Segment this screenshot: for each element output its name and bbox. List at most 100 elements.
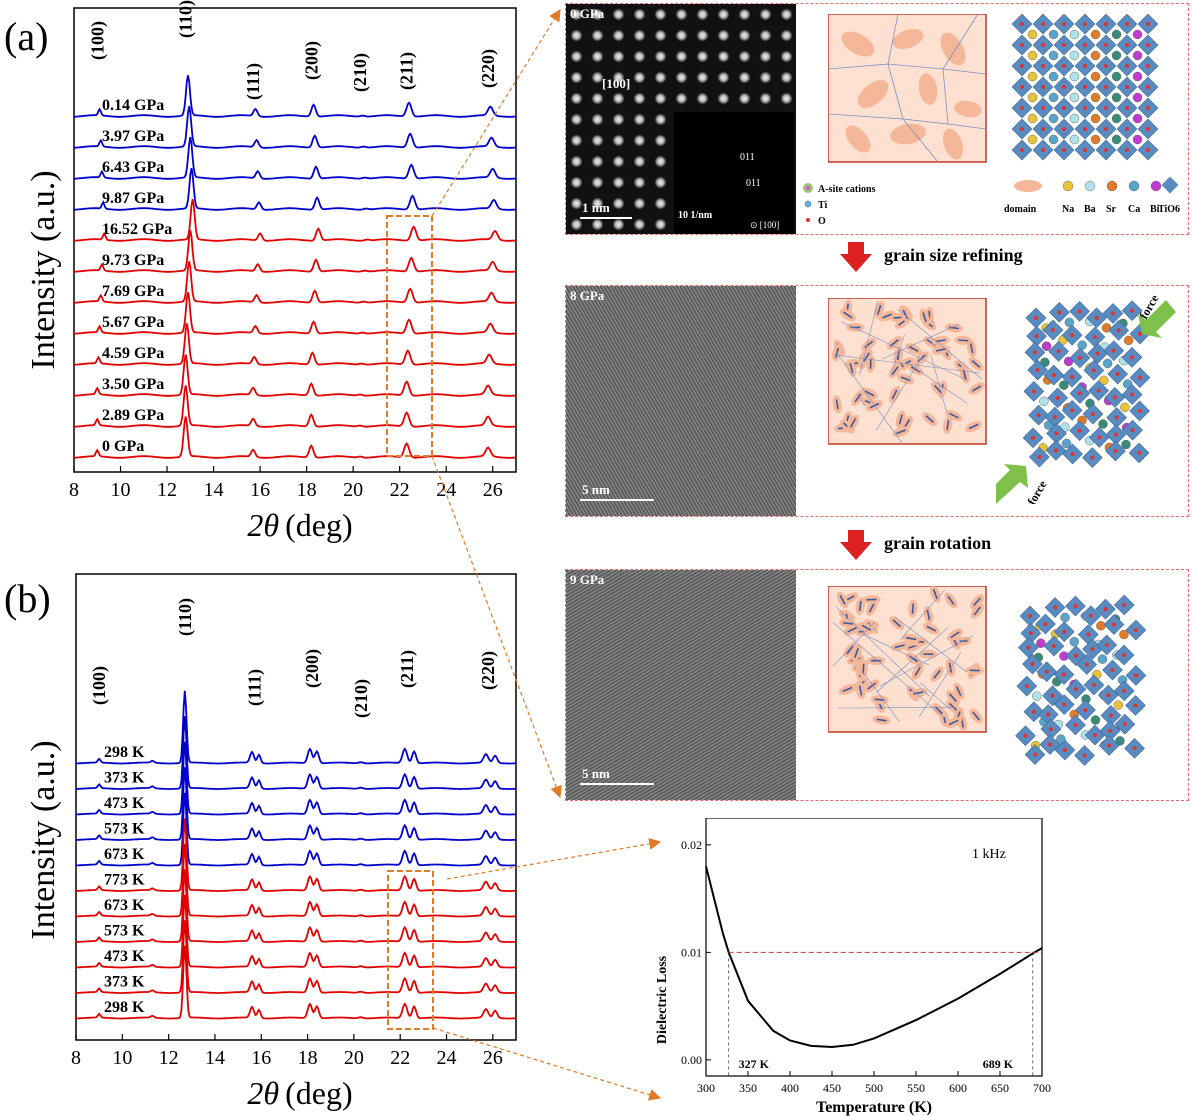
a-site-cation [1069, 92, 1080, 103]
domain-dipole [882, 313, 892, 319]
oxygen-atom [1041, 43, 1045, 47]
a-site-cation [1102, 358, 1113, 369]
oxygen-atom [1096, 388, 1101, 393]
domain-dipole [950, 631, 960, 639]
a-site-cation [1132, 113, 1143, 124]
grain-boundary [832, 621, 876, 667]
oxygen-atom [1086, 632, 1091, 637]
oxygen-atom [1034, 334, 1039, 339]
domain-dipole [935, 348, 946, 352]
grain-boundary [856, 393, 866, 407]
oxygen-atom [1103, 607, 1108, 612]
oxygen-atom [1077, 391, 1082, 396]
domain-dipole [849, 418, 857, 428]
trace-label: 373 K [104, 974, 145, 991]
a-site-cation [1060, 612, 1070, 623]
grain-boundary [931, 320, 936, 323]
oxygen-atom [1104, 64, 1108, 68]
hkl-label: (210) [351, 679, 372, 718]
a-site-cation [1123, 335, 1134, 346]
oxygen-atom [1125, 64, 1129, 68]
pressure-label-0gpa: 0 GPa [570, 6, 605, 21]
trace-label: 9.73 GPa [102, 252, 164, 269]
oxygen-atom [1037, 455, 1042, 460]
loss-x-tick-label: 550 [907, 1081, 925, 1095]
grain-boundary [863, 634, 930, 666]
scale-bar-label-5nm-a: 5 nm [582, 482, 610, 497]
domain-dipole [971, 385, 982, 392]
x-tick-label: 8 [69, 479, 79, 501]
oxygen-atom [1044, 669, 1049, 674]
a-site-cation [1027, 50, 1038, 61]
scale-bar-label-5nm-b: 5 nm [582, 766, 610, 781]
oxygen-atom [1104, 43, 1108, 47]
domain-dipole [948, 719, 959, 726]
x-tick-label: 24 [436, 479, 456, 501]
oxygen-atom [1020, 22, 1024, 26]
oxygen-atom [1090, 647, 1095, 652]
crystal-lattice-9gpa [1015, 594, 1147, 766]
xrd-trace [76, 843, 517, 918]
xrd-trace [76, 741, 517, 816]
legend-element-swatch [1062, 180, 1074, 192]
grain-boundary [919, 682, 950, 710]
oxygen-atom [1130, 355, 1134, 360]
domain-dipole [971, 360, 981, 368]
hkl-label: (110) [176, 0, 197, 38]
oxygen-atom [1114, 415, 1119, 420]
grain-boundary [882, 323, 960, 360]
oxygen-atom [1122, 722, 1127, 727]
oxygen-atom [1146, 22, 1150, 26]
loss-x-tick-label: 350 [739, 1081, 757, 1095]
x-tick-label: 18 [297, 479, 317, 501]
panel-b-label: (b) [4, 576, 51, 621]
a-site-cation [1036, 638, 1046, 648]
domain-dipole [900, 376, 911, 382]
oxygen-atom [1146, 148, 1150, 152]
trace-label: 473 K [104, 948, 145, 965]
trace-label: 3.97 GPa [102, 128, 164, 145]
hkl-label: (111) [243, 63, 264, 100]
trace-label: 7.69 GPa [102, 283, 164, 300]
oxygen-atom [1083, 64, 1087, 68]
loss-ylabel: Dielectric Loss [655, 955, 670, 1044]
legend-element-swatch [1128, 180, 1140, 192]
oxygen-atom [1062, 43, 1066, 47]
domain-dipole [842, 686, 853, 693]
xrd-trace [74, 292, 517, 335]
a-site-cation [1027, 134, 1038, 145]
loss-x-tick-label: 700 [1033, 1081, 1051, 1095]
oxygen-atom [1028, 631, 1033, 636]
trace-label: 9.87 GPa [102, 190, 164, 207]
oxygen-atom [1062, 85, 1066, 89]
oxygen-atom [1112, 395, 1117, 400]
domain-dipole [846, 645, 854, 655]
domain-dipole [968, 423, 979, 430]
oxygen-atom [1020, 106, 1024, 110]
oxygen-atom [1062, 127, 1066, 131]
panel-a-xlabel: 2θ (deg) [247, 507, 352, 543]
oxygen-atom [1122, 688, 1127, 693]
legend-tio6: TiO6 [1158, 204, 1180, 215]
hkl-label: (110) [175, 598, 196, 636]
a-site-cation [1111, 134, 1122, 145]
oxygen-atom [1030, 662, 1035, 667]
x-tick-label: 24 [437, 1047, 457, 1069]
trace-label: 0.14 GPa [102, 97, 164, 114]
domain-dipole [908, 345, 919, 352]
domain-dipole [973, 606, 981, 616]
a-site-cation [1069, 50, 1080, 61]
oxygen-atom [1091, 682, 1096, 687]
dielectric-loss-chart: 300 350 400 450 500 550 600 650 7000.000.010.02 … [655, 818, 1051, 1116]
oxygen-atom [1111, 348, 1116, 353]
tem-row-8gpa [565, 285, 1189, 517]
a-site-cation [1064, 317, 1075, 328]
x-tick-label: 16 [251, 1047, 271, 1069]
oxygen-atom [1062, 672, 1066, 677]
force-label-bottom: force [1024, 478, 1049, 504]
trace-label: 673 K [104, 846, 145, 863]
trace-label: 298 K [104, 744, 145, 761]
domain-dipole [946, 419, 950, 430]
oxygen-atom [1125, 43, 1129, 47]
a-site-cation [1040, 357, 1050, 368]
